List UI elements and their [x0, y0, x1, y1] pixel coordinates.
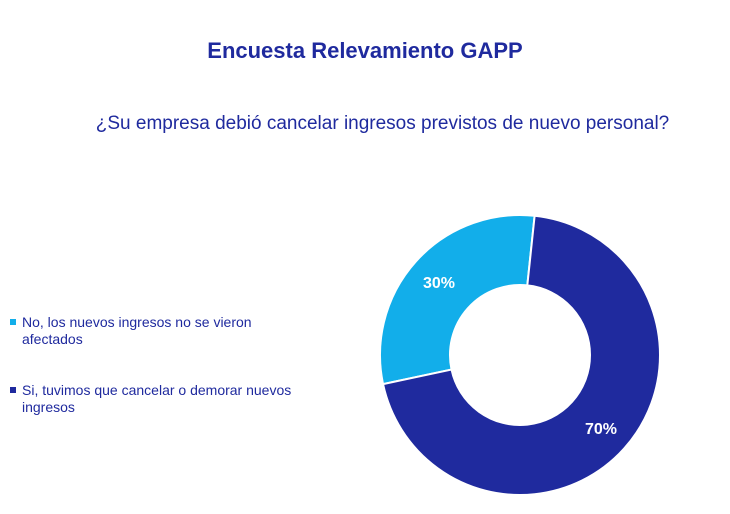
donut-data-label-0: 30%: [423, 275, 455, 292]
legend-item-cancelled: Si, tuvimos que cancelar o demorar nuevo…: [10, 382, 300, 416]
legend-label-no-affected: No, los nuevos ingresos no se vieron afe…: [22, 314, 252, 347]
legend-swatch-cancelled: [10, 387, 16, 393]
donut-slice-0: [379, 214, 536, 386]
donut-data-label-1: 70%: [585, 421, 617, 438]
legend-swatch-no-affected: [10, 319, 16, 325]
legend-label-cancelled: Si, tuvimos que cancelar o demorar nuevo…: [22, 382, 292, 415]
survey-question: ¿Su empresa debió cancelar ingresos prev…: [95, 113, 670, 134]
donut-chart: 30% 70%: [370, 200, 670, 510]
chart-legend: No, los nuevos ingresos no se vieron afe…: [10, 314, 300, 450]
legend-item-no-affected: No, los nuevos ingresos no se vieron afe…: [10, 314, 300, 348]
donut-slice-1: [381, 214, 661, 496]
donut-chart-svg: 30% 70%: [379, 214, 661, 496]
page-title: Encuesta Relevamiento GAPP: [207, 38, 523, 63]
